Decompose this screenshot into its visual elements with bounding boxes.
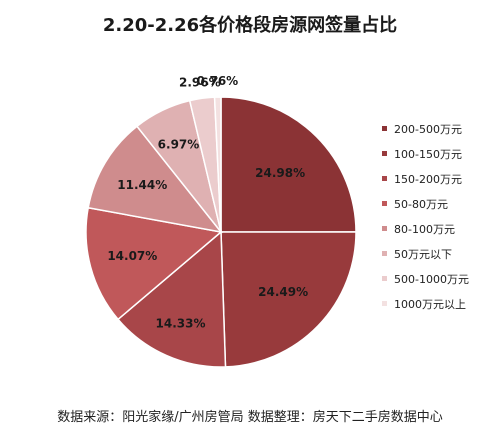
pie-value-labels: 24.98% 24.49% 14.33% 14.07% 11.44% 6.97% 2.96%… bbox=[107, 74, 308, 331]
legend-swatch bbox=[382, 201, 387, 206]
legend-item-6: 50万元以下 bbox=[382, 241, 500, 266]
legend-swatch bbox=[382, 176, 387, 181]
legend-label: 1000万元以上 bbox=[394, 297, 466, 311]
pie-slice-2 bbox=[220, 231, 357, 368]
legend-swatch bbox=[382, 251, 387, 256]
legend-item-2: 100-150万元 bbox=[382, 141, 500, 166]
chart-legend: 200-500万元 100-150万元 150-200万元 50-80万元 80-100… bbox=[382, 116, 500, 316]
pie-slice-8 bbox=[213, 96, 222, 233]
legend-item-8: 1000万元以上 bbox=[382, 291, 500, 316]
pie-value-label-5: 11.44% bbox=[117, 178, 167, 192]
legend-item-4: 50-80万元 bbox=[382, 191, 500, 216]
pie-value-label-7: 2.96% bbox=[179, 75, 221, 89]
source-note: 数据来源：阳光家缘/广州房管局 数据整理：房天下二手房数据中心 bbox=[57, 410, 443, 425]
pie-value-label-1: 24.98% bbox=[255, 166, 305, 180]
legend-label: 50-80万元 bbox=[394, 197, 448, 211]
legend-label: 80-100万元 bbox=[394, 222, 455, 236]
chart-title: 2.20-2.26各价格段房源网签量占比 bbox=[102, 15, 398, 36]
pie-value-label-3: 14.33% bbox=[156, 316, 206, 330]
legend-swatch bbox=[382, 276, 387, 281]
legend-label: 100-150万元 bbox=[394, 147, 462, 161]
pie-value-label-6: 6.97% bbox=[158, 138, 200, 152]
legend-swatch bbox=[382, 126, 387, 131]
pie-slice-4 bbox=[85, 206, 223, 321]
legend-swatch bbox=[382, 301, 387, 306]
pie-slice-1 bbox=[220, 96, 357, 233]
legend-label: 200-500万元 bbox=[394, 122, 462, 136]
pie-slice-5 bbox=[87, 125, 223, 234]
legend-label: 500-1000万元 bbox=[394, 272, 469, 286]
legend-label: 150-200万元 bbox=[394, 172, 462, 186]
legend-item-3: 150-200万元 bbox=[382, 166, 500, 191]
pie-value-label-2: 24.49% bbox=[258, 285, 308, 299]
pie-slices bbox=[85, 96, 357, 368]
legend-item-5: 80-100万元 bbox=[382, 216, 500, 241]
legend-swatch bbox=[382, 226, 387, 231]
legend-label: 50万元以下 bbox=[394, 247, 452, 261]
pie-slice-3 bbox=[117, 230, 227, 368]
legend-item-1: 200-500万元 bbox=[382, 116, 500, 141]
legend-item-7: 500-1000万元 bbox=[382, 266, 500, 291]
pie-value-label-4: 14.07% bbox=[107, 249, 157, 263]
legend-swatch bbox=[382, 151, 387, 156]
pie-value-label-8: 0.76% bbox=[197, 74, 239, 88]
